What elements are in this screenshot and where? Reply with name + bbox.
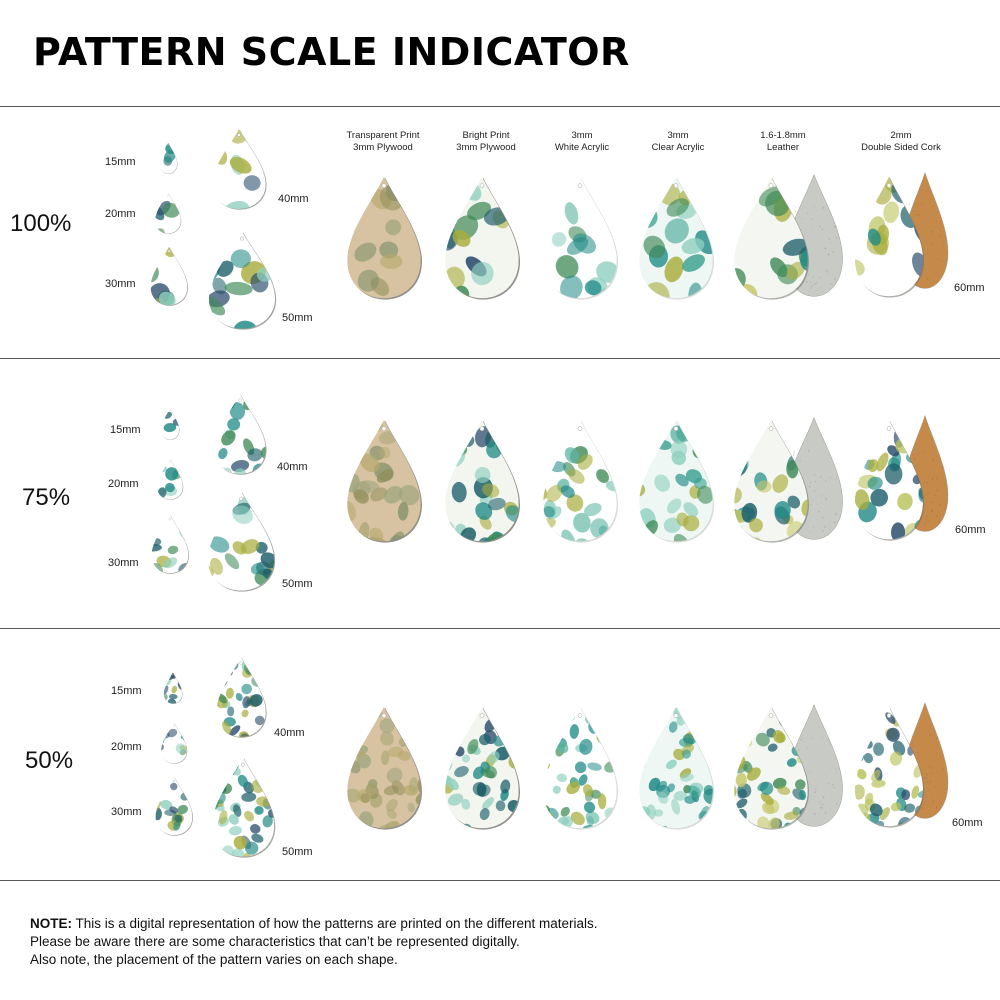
- swatch-40mm: [216, 657, 267, 738]
- note-label: NOTE:: [30, 916, 72, 931]
- divider-1: [0, 358, 1000, 359]
- size-label-20mm: 20mm: [111, 741, 142, 753]
- swatch-30mm: [150, 246, 188, 306]
- size-label-50mm: 50mm: [282, 578, 313, 590]
- material-header-line1: 3mm: [571, 130, 593, 141]
- note-line-2: Please be aware there are some character…: [30, 934, 520, 949]
- material-header-bright-plywood: Bright Print 3mm Plywood: [426, 130, 546, 154]
- size-label-50mm: 50mm: [282, 846, 313, 858]
- size-label-40mm: 40mm: [274, 727, 305, 739]
- note-text-1: This is a digital representation of how …: [72, 916, 598, 931]
- swatch-15mm: [160, 408, 180, 440]
- size-label-60mm: 60mm: [952, 817, 983, 829]
- material-header-line1: 1.6-1.8mm: [760, 130, 806, 141]
- size-label-30mm: 30mm: [108, 557, 139, 569]
- size-label-15mm: 15mm: [105, 156, 136, 168]
- size-label-60mm: 60mm: [955, 524, 986, 536]
- swatch-white-acrylic: [543, 706, 618, 830]
- material-header-transparent-plywood: Transparent Print 3mm Plywood: [323, 130, 443, 154]
- material-header-line2: Leather: [766, 142, 800, 153]
- divider-top: [0, 106, 1000, 107]
- swatch-15mm: [163, 672, 183, 704]
- size-label-40mm: 40mm: [277, 461, 308, 473]
- swatch-50mm: [211, 757, 276, 858]
- swatch-leather: [734, 419, 809, 543]
- swatch-bright-plywood: [445, 706, 520, 830]
- swatch-30mm: [151, 514, 189, 574]
- material-header-line2: 3mm Plywood: [353, 142, 413, 153]
- material-header-line1: 3mm: [667, 130, 689, 141]
- swatch-transparent-plywood: [347, 419, 422, 543]
- divider-bottom: [0, 880, 1000, 881]
- size-label-20mm: 20mm: [108, 478, 139, 490]
- swatch-30mm: [155, 776, 193, 836]
- size-label-20mm: 20mm: [105, 208, 136, 220]
- swatch-20mm: [161, 722, 188, 764]
- material-header-line1: 2mm: [890, 130, 912, 141]
- size-label-30mm: 30mm: [111, 806, 142, 818]
- swatch-cork: [854, 706, 925, 828]
- swatch-20mm: [157, 458, 184, 500]
- swatch-leather: [734, 706, 809, 830]
- swatch-50mm: [207, 491, 276, 592]
- swatch-transparent-plywood: [347, 176, 422, 300]
- scale-label-50: 50%: [25, 747, 74, 774]
- material-header-cork: 2mm Double Sided Cork: [841, 130, 961, 154]
- swatch-cork: [854, 176, 925, 298]
- swatch-20mm: [155, 192, 182, 234]
- swatch-cork: [854, 419, 925, 541]
- divider-2: [0, 628, 1000, 629]
- swatch-50mm: [208, 231, 277, 330]
- swatch-clear-acrylic: [639, 706, 714, 830]
- size-label-60mm: 60mm: [954, 282, 985, 294]
- swatch-15mm: [158, 142, 178, 174]
- size-label-50mm: 50mm: [282, 312, 313, 324]
- swatch-white-acrylic: [543, 419, 618, 543]
- size-label-15mm: 15mm: [111, 685, 142, 697]
- size-label-30mm: 30mm: [105, 278, 136, 290]
- scale-label-75: 75%: [22, 484, 71, 511]
- swatch-transparent-plywood: [347, 706, 422, 830]
- swatch-bright-plywood: [445, 419, 520, 543]
- material-header-line2: Double Sided Cork: [861, 142, 941, 153]
- material-header-white-acrylic: 3mm White Acrylic: [522, 130, 642, 154]
- material-header-clear-acrylic: 3mm Clear Acrylic: [618, 130, 738, 154]
- note-block: NOTE: This is a digital representation o…: [30, 915, 970, 969]
- size-label-15mm: 15mm: [110, 424, 141, 436]
- note-line-3: Also note, the placement of the pattern …: [30, 952, 398, 967]
- swatch-clear-acrylic: [639, 176, 714, 300]
- material-header-leather: 1.6-1.8mm Leather: [723, 130, 843, 154]
- note-line-1: NOTE: This is a digital representation o…: [30, 915, 970, 933]
- swatch-white-acrylic: [543, 176, 618, 300]
- swatch-clear-acrylic: [639, 419, 714, 543]
- swatch-40mm: [212, 129, 267, 210]
- material-header-line1: Bright Print: [462, 130, 510, 141]
- scale-label-100: 100%: [10, 210, 72, 237]
- swatch-40mm: [214, 394, 267, 475]
- swatch-bright-plywood: [445, 176, 520, 300]
- material-header-line2: Clear Acrylic: [651, 142, 705, 153]
- material-header-line1: Transparent Print: [346, 130, 420, 141]
- material-header-line2: 3mm Plywood: [456, 142, 516, 153]
- size-label-40mm: 40mm: [278, 193, 309, 205]
- swatch-leather: [734, 176, 809, 300]
- page-title: PATTERN SCALE INDICATOR: [33, 30, 630, 74]
- material-header-line2: White Acrylic: [554, 142, 610, 153]
